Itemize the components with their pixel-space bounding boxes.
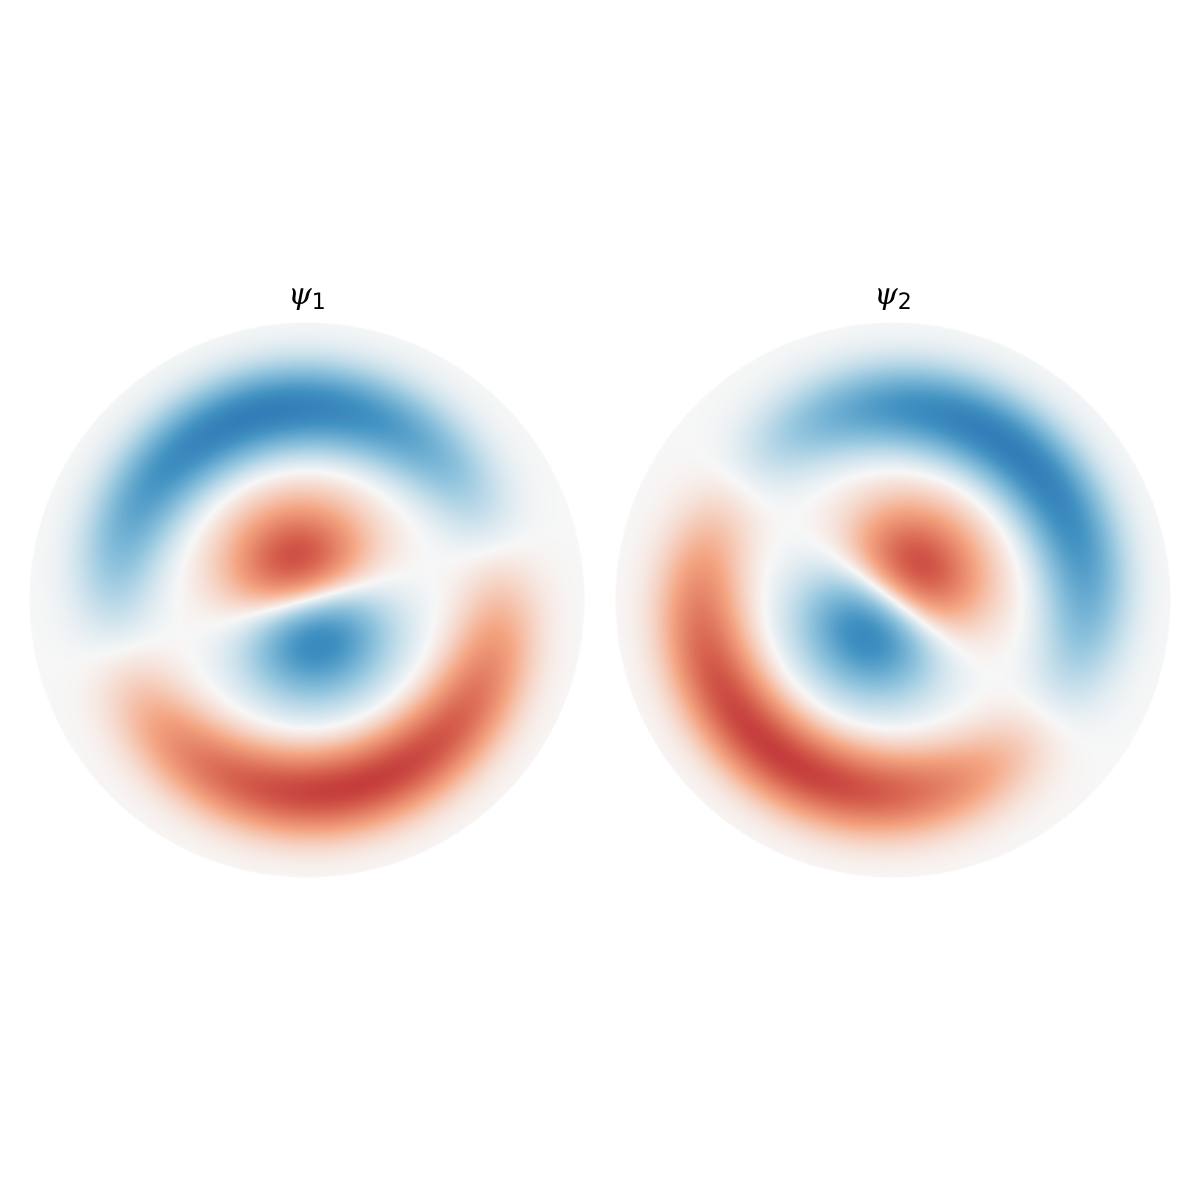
chart-title: ψ2 (613, 270, 1173, 320)
heatmap-panel-psi-1: ψ1 (27, 270, 587, 890)
title-symbol: ψ (874, 277, 898, 312)
title-symbol: ψ (288, 277, 312, 312)
heatmap-disk (29, 322, 585, 878)
title-subscript: 1 (311, 290, 326, 315)
chart-title: ψ1 (27, 270, 587, 320)
heatmap-disk (615, 322, 1171, 878)
title-subscript: 2 (897, 290, 912, 315)
heatmap-panel-psi-2: ψ2 (613, 270, 1173, 890)
